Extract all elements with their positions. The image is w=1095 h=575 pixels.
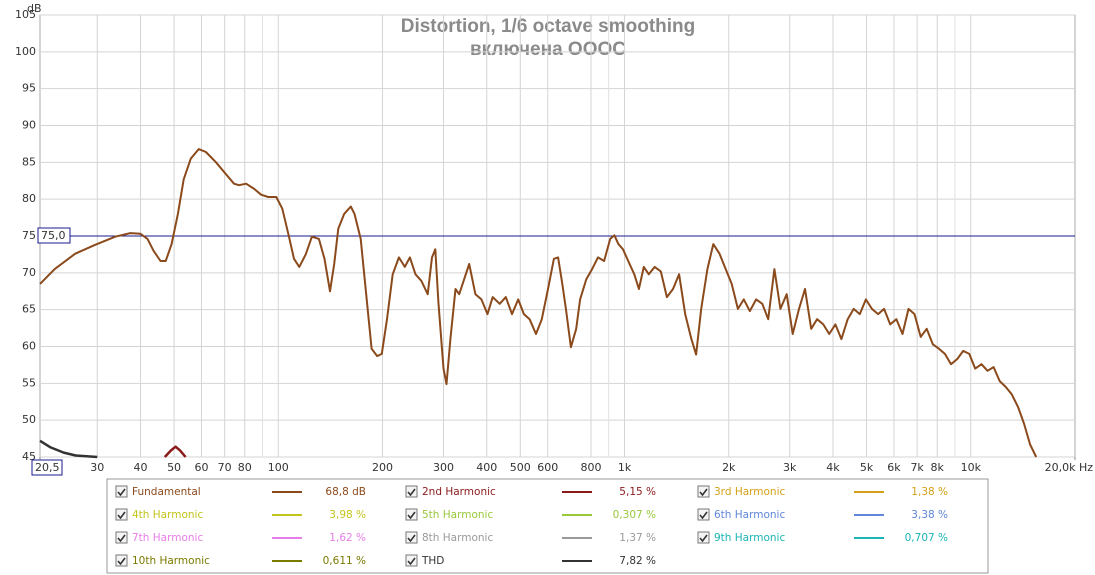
legend-name: 9th Harmonic: [714, 532, 785, 544]
cursor-label: 75,0: [41, 229, 66, 242]
data-line: [163, 445, 187, 458]
x-tick-label: 4k: [826, 461, 840, 474]
y-tick-label: 80: [22, 192, 36, 205]
y-tick-label: 85: [22, 155, 36, 168]
legend-reading: 1,62 %: [329, 532, 366, 544]
y-tick-label: 65: [22, 303, 36, 316]
x-tick-label: 500: [510, 461, 531, 474]
x-tick-label: 7k: [910, 461, 924, 474]
x-limit-box: [31, 459, 63, 476]
legend-check: [699, 511, 708, 520]
legend-reading: 7,82 %: [619, 555, 656, 567]
y-tick-label: 70: [22, 266, 36, 279]
legend-check: [699, 488, 708, 497]
legend-checkbox[interactable]: [115, 485, 128, 498]
cursor-label-box: [37, 227, 71, 244]
legend-check: [117, 534, 126, 543]
legend-name: 4th Harmonic: [132, 509, 203, 521]
legend-checkbox[interactable]: [697, 508, 710, 521]
x-tick-label: 300: [433, 461, 454, 474]
legend-name: 8th Harmonic: [422, 532, 493, 544]
legend-reading: 3,38 %: [911, 509, 948, 521]
x-tick-label: 6k: [887, 461, 901, 474]
legend-checkbox[interactable]: [115, 508, 128, 521]
legend-check: [407, 511, 416, 520]
data-line: [39, 148, 1038, 458]
legend-name: 5th Harmonic: [422, 509, 493, 521]
x-tick-label: 200: [372, 461, 393, 474]
x-tick-label: 100: [268, 461, 289, 474]
legend-check: [407, 488, 416, 497]
legend-check: [117, 488, 126, 497]
x-tick-label: 600: [537, 461, 558, 474]
legend-check: [117, 557, 126, 566]
x-tick-label: 40: [134, 461, 148, 474]
x-tick-label: 10k: [961, 461, 982, 474]
legend-reading: 5,15 %: [619, 486, 656, 498]
x-tick-label: 2k: [722, 461, 736, 474]
legend-check: [699, 534, 708, 543]
y-tick-label: 90: [22, 119, 36, 132]
y-tick-label: 105: [15, 8, 36, 21]
legend-reading: 1,38 %: [911, 486, 948, 498]
x-tick-label: 3k: [783, 461, 797, 474]
legend-checkbox[interactable]: [115, 554, 128, 567]
legend-name: 6th Harmonic: [714, 509, 785, 521]
x-tick-label: 20,0k Hz: [1045, 461, 1094, 474]
legend-checkbox[interactable]: [405, 531, 418, 544]
legend-checkbox[interactable]: [405, 554, 418, 567]
x-tick-label: 20,5: [35, 461, 60, 474]
y-axis-label: dB: [27, 2, 42, 15]
legend-reading: 3,98 %: [329, 509, 366, 521]
legend-name: 7th Harmonic: [132, 532, 203, 544]
x-tick-label: 70: [218, 461, 232, 474]
x-tick-label: 60: [194, 461, 208, 474]
y-tick-label: 60: [22, 340, 36, 353]
legend-name: 3rd Harmonic: [714, 486, 786, 498]
legend-name: Fundamental: [132, 486, 201, 498]
x-tick-label: 400: [476, 461, 497, 474]
x-tick-label: 8k: [931, 461, 945, 474]
x-tick-label: 1k: [618, 461, 632, 474]
legend-check: [117, 511, 126, 520]
x-tick-label: 800: [580, 461, 601, 474]
legend-checkbox[interactable]: [697, 485, 710, 498]
legend-reading: 1,37 %: [619, 532, 656, 544]
legend-checkbox[interactable]: [697, 531, 710, 544]
legend-reading: 0,611 %: [323, 555, 366, 567]
y-tick-label: 75: [22, 229, 36, 242]
y-tick-label: 95: [22, 82, 36, 95]
legend-reading: 68,8 dB: [325, 486, 366, 498]
legend-name: 2nd Harmonic: [422, 486, 496, 498]
legend-name: 10th Harmonic: [132, 555, 210, 567]
data-line: [39, 439, 98, 459]
legend-check: [407, 534, 416, 543]
legend-check: [407, 557, 416, 566]
legend-checkbox[interactable]: [405, 485, 418, 498]
y-tick-label: 100: [15, 45, 36, 58]
legend-name: THD: [421, 555, 444, 567]
y-tick-label: 55: [22, 376, 36, 389]
x-tick-label: 30: [90, 461, 104, 474]
x-tick-label: 50: [167, 461, 181, 474]
y-tick-label: 50: [22, 413, 36, 426]
legend-reading: 0,707 %: [905, 532, 948, 544]
legend-checkbox[interactable]: [405, 508, 418, 521]
legend-checkbox[interactable]: [115, 531, 128, 544]
legend-reading: 0,307 %: [613, 509, 656, 521]
x-tick-label: 80: [238, 461, 252, 474]
x-tick-label: 5k: [860, 461, 874, 474]
legend-box: [106, 478, 989, 574]
